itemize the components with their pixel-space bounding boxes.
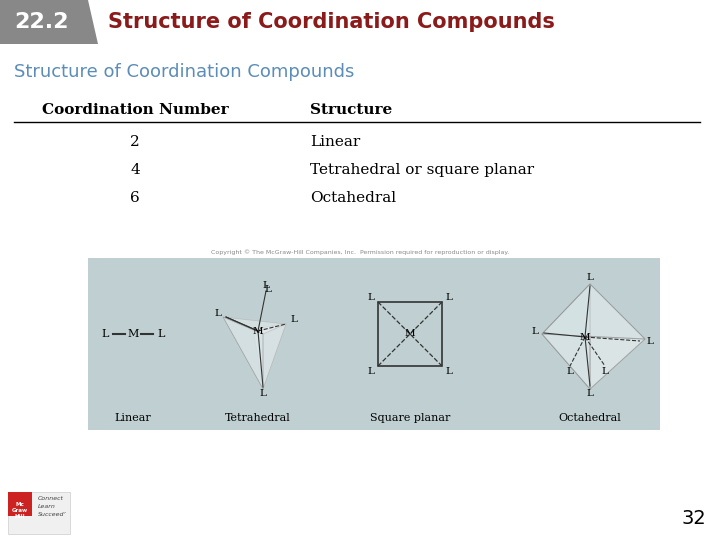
Text: L: L xyxy=(264,285,271,294)
Text: Square planar: Square planar xyxy=(370,413,450,423)
Polygon shape xyxy=(0,0,98,44)
Text: L: L xyxy=(368,367,374,375)
Polygon shape xyxy=(542,284,645,339)
Text: M: M xyxy=(253,327,264,335)
Text: L: L xyxy=(446,367,452,375)
Text: Structure of Coordination Compounds: Structure of Coordination Compounds xyxy=(14,63,354,81)
Polygon shape xyxy=(542,284,590,389)
Bar xyxy=(8,492,32,516)
Text: 22.2: 22.2 xyxy=(14,12,69,32)
Text: Octahedral: Octahedral xyxy=(310,191,396,205)
Text: M: M xyxy=(127,329,139,339)
Text: Connect: Connect xyxy=(38,496,64,501)
Text: L: L xyxy=(647,338,654,347)
Text: 6: 6 xyxy=(130,191,140,205)
Polygon shape xyxy=(590,284,645,389)
Text: Linear: Linear xyxy=(114,413,151,423)
Text: 32: 32 xyxy=(681,509,706,528)
Polygon shape xyxy=(223,317,263,389)
Text: M: M xyxy=(580,333,590,341)
Text: —: — xyxy=(114,328,125,338)
Text: Structure: Structure xyxy=(310,103,392,117)
Text: Mc: Mc xyxy=(16,502,24,507)
Text: Graw: Graw xyxy=(12,508,28,512)
Text: L: L xyxy=(602,368,608,376)
Text: —: — xyxy=(141,328,153,338)
Text: 2: 2 xyxy=(130,135,140,149)
Text: Tetrahedral: Tetrahedral xyxy=(225,413,291,423)
Text: L: L xyxy=(368,293,374,301)
Polygon shape xyxy=(542,334,645,389)
Text: Copyright © The McGraw-Hill Companies, Inc.  Permission required for reproductio: Copyright © The McGraw-Hill Companies, I… xyxy=(211,249,509,255)
Text: L: L xyxy=(446,293,452,301)
Text: L: L xyxy=(102,329,109,339)
Bar xyxy=(8,492,70,534)
Text: L: L xyxy=(260,388,266,397)
Text: L: L xyxy=(567,368,573,376)
Text: L: L xyxy=(157,329,165,339)
Bar xyxy=(88,258,660,430)
Text: Tetrahedral or square planar: Tetrahedral or square planar xyxy=(310,163,534,177)
Text: Coordination Number: Coordination Number xyxy=(42,103,228,117)
Text: M: M xyxy=(405,329,415,339)
Text: Linear: Linear xyxy=(310,135,360,149)
Polygon shape xyxy=(223,317,286,334)
Text: 4: 4 xyxy=(130,163,140,177)
Text: Succeed’: Succeed’ xyxy=(38,511,66,516)
Text: Hill: Hill xyxy=(14,514,25,518)
Text: L: L xyxy=(531,327,539,336)
Text: L: L xyxy=(587,273,593,282)
Text: L: L xyxy=(291,315,297,325)
Text: Octahedral: Octahedral xyxy=(559,413,621,423)
Text: L: L xyxy=(263,280,269,289)
Polygon shape xyxy=(253,324,286,389)
Text: L: L xyxy=(587,389,593,399)
Text: Structure of Coordination Compounds: Structure of Coordination Compounds xyxy=(108,12,555,32)
Text: L: L xyxy=(215,308,222,318)
Text: Learn: Learn xyxy=(38,503,56,509)
